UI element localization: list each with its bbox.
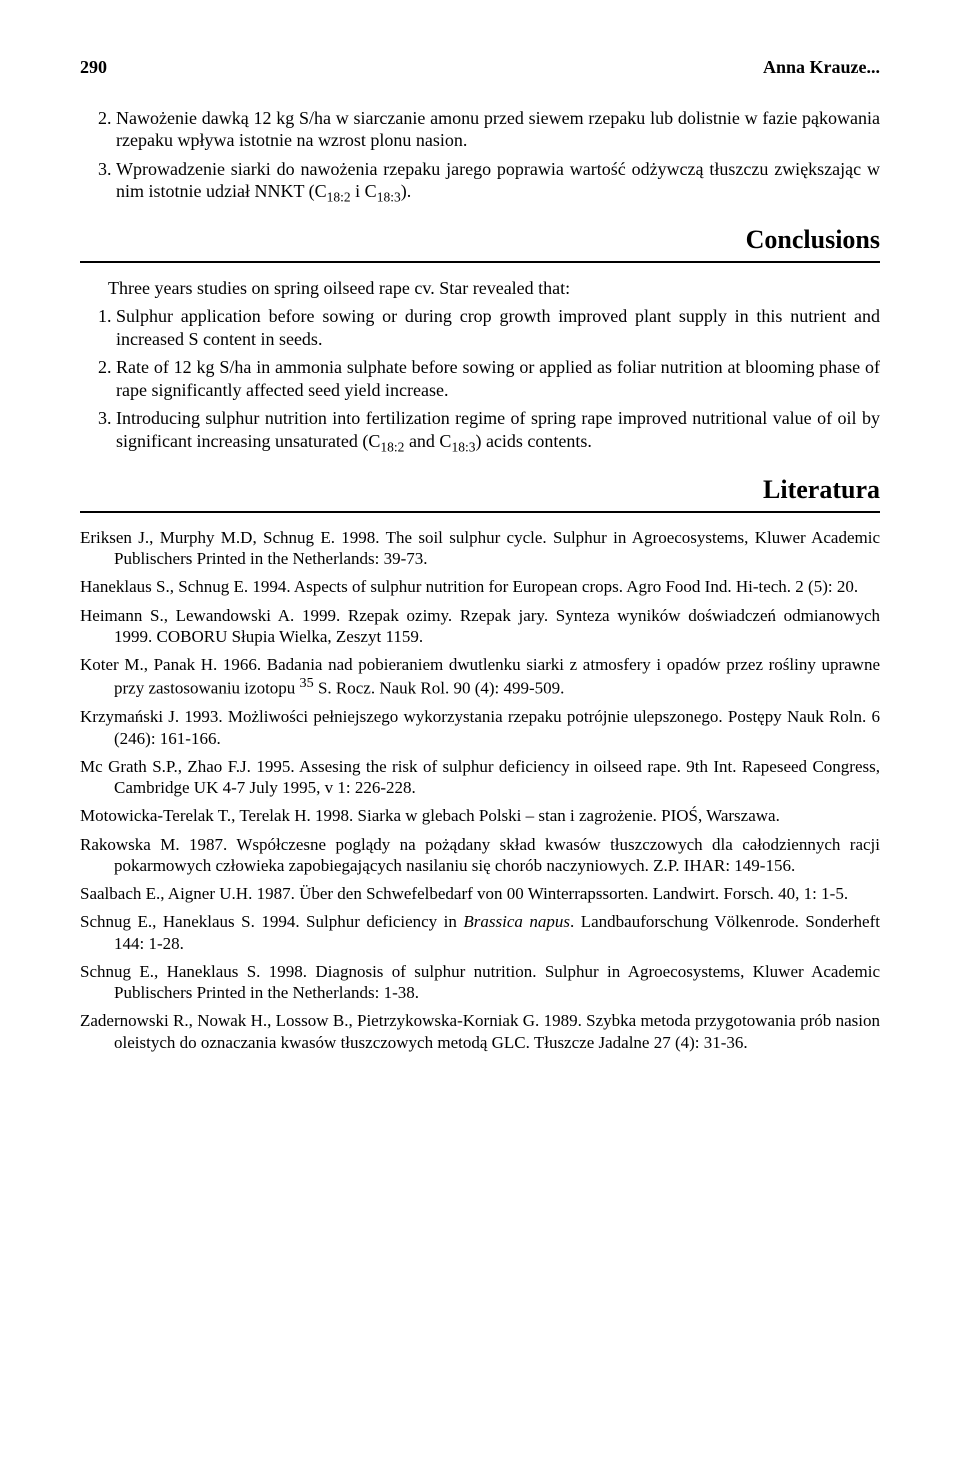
reference-entry: Mc Grath S.P., Zhao F.J. 1995. Assesing … (80, 756, 880, 799)
superscript: 35 (300, 675, 314, 691)
conclusions-item-2: Rate of 12 kg S/ha in ammonia sulphate b… (116, 356, 880, 401)
section-rule (80, 261, 880, 263)
running-title: Anna Krauze... (763, 56, 880, 79)
reference-entry: Zadernowski R., Nowak H., Lossow B., Pie… (80, 1010, 880, 1053)
text-fragment: and C (404, 431, 451, 451)
reference-entry: Krzymański J. 1993. Możliwości pełniejsz… (80, 706, 880, 749)
reference-entry: Saalbach E., Aigner U.H. 1987. Über den … (80, 883, 880, 904)
polish-item-3: Wprowadzenie siarki do nawożenia rzepaku… (116, 158, 880, 207)
page-number: 290 (80, 56, 107, 79)
reference-entry: Eriksen J., Murphy M.D, Schnug E. 1998. … (80, 527, 880, 570)
subscript: 18:2 (380, 440, 404, 455)
reference-entry: Schnug E., Haneklaus S. 1994. Sulphur de… (80, 911, 880, 954)
reference-entry: Koter M., Panak H. 1966. Badania nad pob… (80, 654, 880, 699)
polish-item-2: Nawożenie dawką 12 kg S/ha w siarczanie … (116, 107, 880, 152)
text-fragment: Schnug E., Haneklaus S. 1994. Sulphur de… (80, 912, 463, 931)
text-fragment: ). (401, 181, 412, 201)
conclusions-item-1: Sulphur application before sowing or dur… (116, 305, 880, 350)
conclusions-item-3: Introducing sulphur nutrition into ferti… (116, 407, 880, 456)
literature-heading: Literatura (80, 474, 880, 507)
section-rule (80, 511, 880, 513)
subscript: 18:2 (327, 190, 351, 205)
reference-entry: Motowicka-Terelak T., Terelak H. 1998. S… (80, 805, 880, 826)
reference-entry: Schnug E., Haneklaus S. 1998. Diagnosis … (80, 961, 880, 1004)
italic-text: Brassica napus (463, 912, 570, 931)
conclusions-intro: Three years studies on spring oilseed ra… (80, 277, 880, 300)
running-header: 290 Anna Krauze... (80, 56, 880, 79)
reference-entry: Heimann S., Lewandowski A. 1999. Rzepak … (80, 605, 880, 648)
conclusions-list: Sulphur application before sowing or dur… (80, 305, 880, 456)
subscript: 18:3 (377, 190, 401, 205)
text-fragment: i C (351, 181, 377, 201)
subscript: 18:3 (451, 440, 475, 455)
reference-entry: Haneklaus S., Schnug E. 1994. Aspects of… (80, 576, 880, 597)
text-fragment: ) acids contents. (475, 431, 591, 451)
references-block: Eriksen J., Murphy M.D, Schnug E. 1998. … (80, 527, 880, 1053)
reference-entry: Rakowska M. 1987. Współczesne poglądy na… (80, 834, 880, 877)
text-fragment: Wprowadzenie siarki do nawożenia rzepaku… (116, 159, 880, 202)
polish-numbered-list: Nawożenie dawką 12 kg S/ha w siarczanie … (80, 107, 880, 207)
conclusions-heading: Conclusions (80, 224, 880, 257)
text-fragment: S. Rocz. Nauk Rol. 90 (4): 499-509. (314, 679, 565, 698)
